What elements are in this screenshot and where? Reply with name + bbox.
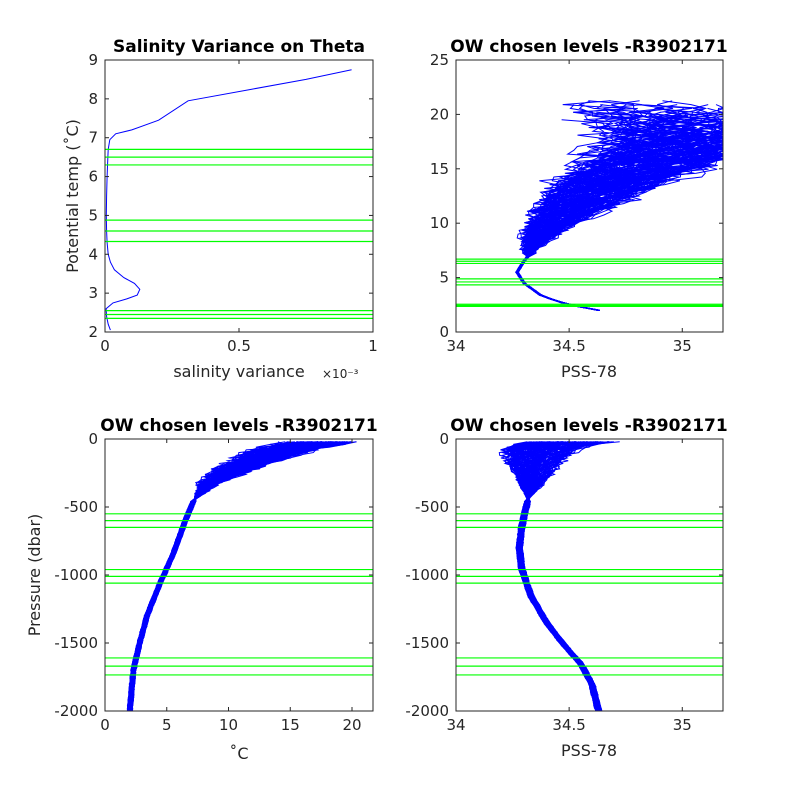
y-tick-label-2: -1000 <box>54 566 98 584</box>
y-tick-label-2: 4 <box>88 245 98 263</box>
profile-line-114 <box>517 130 698 311</box>
y-tick-label-1: -1500 <box>54 634 98 652</box>
y-tick-label-5: 25 <box>430 51 449 69</box>
x-tick-label-0: 34 <box>446 337 465 355</box>
panel-1-x-exponent: ×10⁻³ <box>322 367 359 381</box>
panel-3-ylabel: Pressure (dbar) <box>25 514 44 637</box>
panel-pressure-temperature: OW chosen levels -R3902171 ˚C Pressure (… <box>25 416 378 763</box>
panel-salinity-variance: Salinity Variance on Theta salinity vari… <box>63 37 378 381</box>
y-tick-label-3: 5 <box>88 206 98 224</box>
panel-pressure-salinity: OW chosen levels -R3902171 PSS-78 34 34.5… <box>405 416 727 760</box>
panel-2-xlabel: PSS-78 <box>561 362 617 381</box>
panel-1-ylabel: Potential temp (˚C) <box>63 119 82 273</box>
panel-3-xlabel: ˚C <box>229 744 248 763</box>
panel-1-xlabel: salinity variance <box>173 362 304 381</box>
y-tick-label-4: 20 <box>430 105 449 123</box>
y-tick-label-3: -500 <box>64 498 98 516</box>
plot-content <box>105 441 373 711</box>
y-tick-label-2: -1000 <box>405 566 449 584</box>
y-tick-label-4: 0 <box>88 430 98 448</box>
y-tick-label-1: 5 <box>439 269 449 287</box>
x-tick-label-2: 35 <box>673 716 692 734</box>
y-tick-label-4: 6 <box>88 168 98 186</box>
y-tick-label-3: -500 <box>415 498 449 516</box>
y-tick-label-6: 8 <box>88 90 98 108</box>
y-tick-label-0: -2000 <box>54 702 98 720</box>
plot-area <box>105 439 373 711</box>
panel-4-xlabel: PSS-78 <box>561 741 617 760</box>
y-tick-label-4: 0 <box>439 430 449 448</box>
x-tick-label-2: 10 <box>219 716 238 734</box>
x-tick-label-0: 0 <box>100 337 110 355</box>
y-tick-label-7: 9 <box>88 51 98 69</box>
panel-2-title: OW chosen levels -R3902171 <box>450 37 727 57</box>
x-tick-label-0: 0 <box>100 716 110 734</box>
x-tick-label-2: 35 <box>673 337 692 355</box>
plot-area <box>105 60 373 332</box>
x-tick-label-1: 0.5 <box>227 337 251 355</box>
x-tick-label-4: 20 <box>342 716 361 734</box>
panel-theta-salinity: OW chosen levels -R3902171 PSS-78 34 34.5… <box>430 37 728 381</box>
x-tick-label-3: 15 <box>281 716 300 734</box>
y-tick-label-0: -2000 <box>405 702 449 720</box>
x-tick-label-1: 34.5 <box>552 716 585 734</box>
variance-line-0 <box>105 69 352 331</box>
panel-4-title: OW chosen levels -R3902171 <box>450 416 727 436</box>
x-tick-label-0: 34 <box>446 716 465 734</box>
panel-3-title: OW chosen levels -R3902171 <box>100 416 377 436</box>
profile-line-118 <box>515 127 723 311</box>
y-tick-label-3: 15 <box>430 160 449 178</box>
y-tick-label-0: 2 <box>88 323 98 341</box>
y-tick-label-5: 7 <box>88 129 98 147</box>
x-tick-label-2: 1 <box>368 337 378 355</box>
y-tick-label-1: -1500 <box>405 634 449 652</box>
profile-line-119 <box>515 111 700 311</box>
panel-1-title: Salinity Variance on Theta <box>113 37 365 57</box>
y-tick-label-1: 3 <box>88 284 98 302</box>
axes-frame <box>455 59 724 333</box>
plot-content <box>456 441 723 711</box>
y-tick-label-2: 10 <box>430 214 449 232</box>
x-tick-label-1: 34.5 <box>552 337 585 355</box>
x-tick-label-1: 5 <box>162 716 172 734</box>
plot-area <box>456 439 723 711</box>
plot-content <box>456 100 723 311</box>
y-tick-label-0: 0 <box>439 323 449 341</box>
plot-content <box>105 69 373 331</box>
